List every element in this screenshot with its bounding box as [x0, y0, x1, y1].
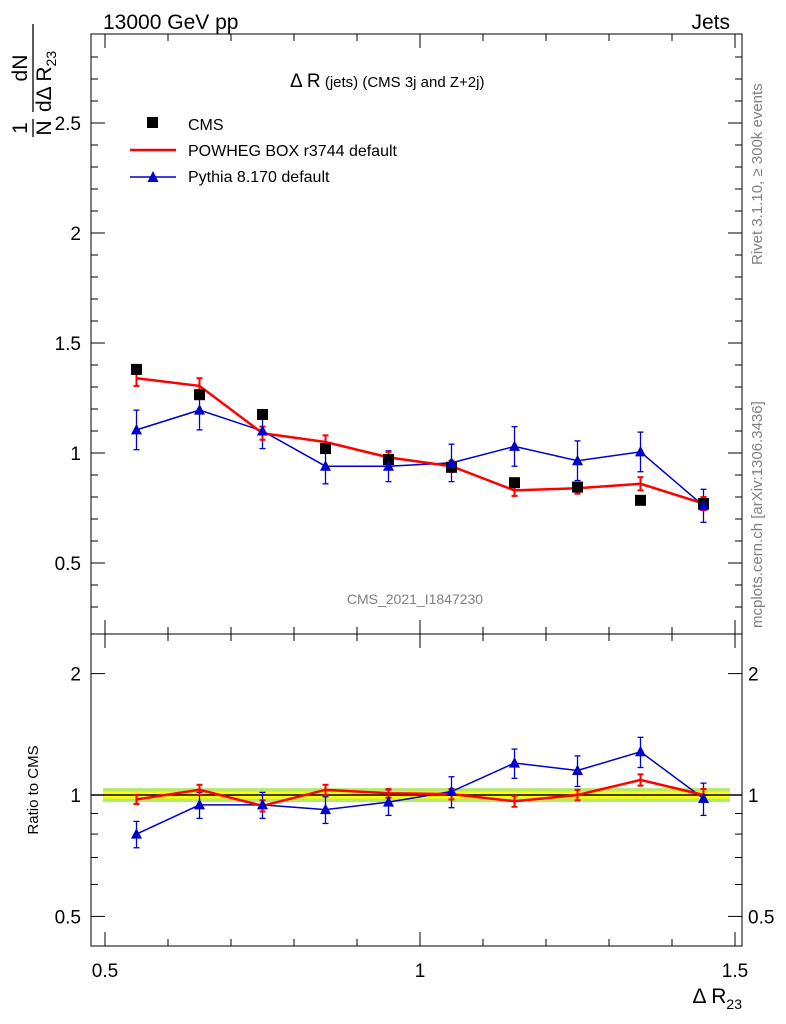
rivet-text: Rivet 3.1.10, ≥ 300k events [749, 83, 766, 265]
x-tick-label: 1.5 [722, 961, 748, 982]
y-label-n: N [33, 120, 56, 135]
legend: CMS POWHEG BOX r3744 default Pythia 8.17… [130, 117, 398, 186]
ratio-ticks: 0.5 0.5 1 1 2 2 0.5 1 1.5 [55, 634, 774, 982]
ratio-pythia-point [257, 798, 268, 810]
ratio-powheg-line [136, 778, 704, 808]
x-tick-label: 1 [415, 961, 426, 982]
ratio-y-tick-label-right: 0.5 [748, 907, 774, 928]
ratio-pythia-point [509, 757, 520, 768]
main-ticks: 0.5 1 1.5 2 2.5 [55, 34, 742, 634]
cms-point [635, 494, 646, 506]
ratio-pythia-point [698, 792, 709, 804]
pythia-point [698, 499, 709, 511]
ratio-pythia-point [383, 796, 394, 807]
y-tick-label: 0.5 [55, 554, 81, 575]
y-label-dn: dN [9, 55, 32, 82]
main-data-marks [131, 363, 709, 523]
legend-pythia-marker [147, 171, 159, 182]
ratio-y-tick-label: 0.5 [55, 907, 81, 928]
ratio-y-tick-label-right: 1 [748, 786, 759, 807]
pythia-point [383, 460, 394, 471]
legend-powheg-label: POWHEG BOX r3744 default [188, 143, 398, 160]
y-tick-label: 2 [70, 224, 81, 245]
mcplots-text: mcplots.cern.ch [arXiv:1306.3436] [749, 401, 766, 628]
cms-point [509, 477, 520, 489]
ratio-pythia-point [320, 803, 331, 815]
pythia-point [572, 454, 583, 466]
ratio-y-tick-label-right: 2 [748, 665, 759, 686]
cms-point [257, 409, 268, 420]
ratio-pythia-point [572, 764, 583, 776]
y-label-ddr: dΔ R23 [33, 51, 59, 112]
cms-point [320, 443, 331, 455]
pythia-point [320, 460, 331, 471]
y-tick-label: 1 [70, 444, 81, 465]
y-tick-label: 1.5 [55, 334, 81, 355]
x-tick-label: 0.5 [92, 961, 118, 982]
pythia-point [509, 440, 520, 451]
legend-pythia-label: Pythia 8.170 default [188, 169, 330, 186]
legend-cms-marker [147, 117, 158, 128]
y-label-one: 1 [9, 122, 32, 134]
pythia-point [446, 456, 457, 468]
header-energy: 13000 GeV pp [103, 11, 238, 34]
ratio-data-marks [131, 736, 709, 849]
pythia-point [131, 423, 142, 435]
ratio-pythia-point [131, 828, 142, 839]
ratio-plot-frame [90, 633, 743, 947]
cms-point [131, 363, 142, 375]
analysis-watermark: CMS_2021_I1847230 [347, 591, 483, 607]
pythia-line [136, 409, 704, 507]
cms-point [572, 481, 583, 493]
x-axis-label: Δ R23 [693, 985, 743, 1012]
cms-point [194, 389, 205, 401]
header-process: Jets [691, 11, 730, 34]
ratio-y-label: Ratio to CMS [25, 745, 42, 834]
ratio-pythia-point [446, 785, 457, 797]
legend-cms-label: CMS [188, 117, 224, 134]
y-axis-label: 1 N dN dΔ R23 [9, 24, 59, 137]
cms-point [383, 454, 394, 466]
plot-title: Δ R (jets) (CMS 3j and Z+2j) [290, 71, 484, 92]
pythia-point [257, 425, 268, 436]
ratio-pythia-point [194, 798, 205, 810]
ratio-y-tick-label: 2 [70, 665, 81, 686]
y-tick-label: 2.5 [55, 114, 81, 135]
ratio-pythia-point [635, 745, 646, 757]
powheg-line [136, 376, 704, 505]
pythia-point [194, 404, 205, 415]
pythia-point [635, 445, 646, 457]
ratio-pythia-line [136, 750, 704, 835]
ratio-y-tick-label: 1 [70, 786, 81, 807]
